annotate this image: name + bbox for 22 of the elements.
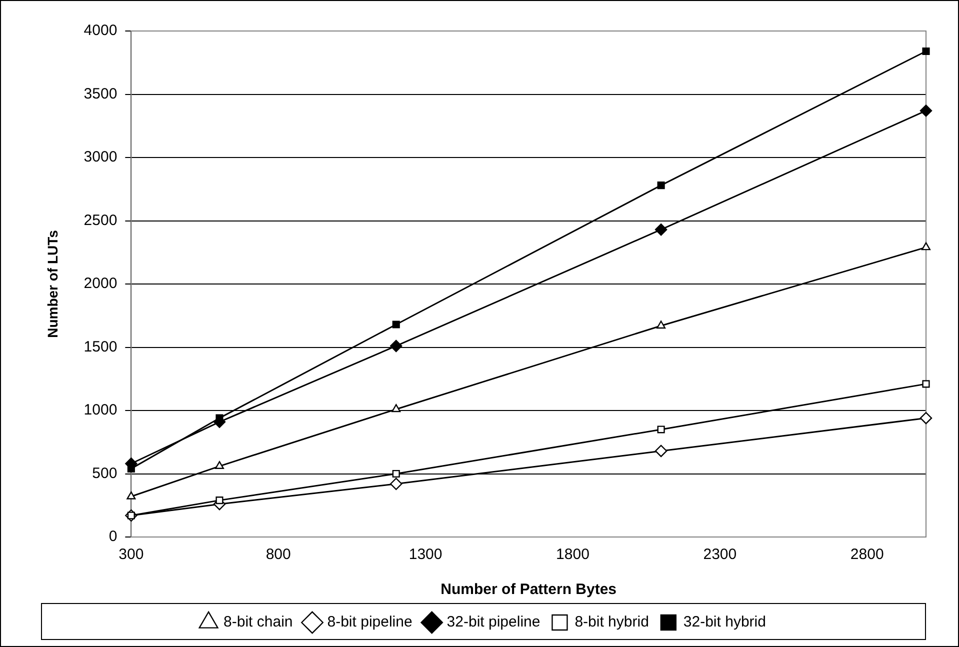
legend-label: 8-bit pipeline [327, 614, 412, 631]
y-tick-label: 1000 [84, 402, 118, 419]
x-tick-label: 300 [118, 546, 144, 564]
y-tick-label: 1500 [84, 338, 118, 356]
y-tick-label: 500 [92, 464, 118, 482]
legend-label: 32-bit pipeline [446, 614, 540, 631]
x-axis-title: Number of Pattern Bytes [440, 581, 617, 598]
legend-label: 8-bit hybrid [574, 614, 649, 631]
y-tick-label: 3000 [84, 148, 118, 166]
x-tick-label: 2300 [703, 546, 737, 564]
x-tick-label: 800 [266, 546, 291, 564]
y-tick-label: 4000 [84, 22, 118, 40]
y-tick-label: 0 [108, 528, 118, 546]
y-axis-title: Number of LUTs [44, 230, 60, 338]
y-tick-label: 3500 [84, 85, 118, 102]
y-tick-label: 2500 [84, 212, 118, 229]
x-tick-label: 1300 [408, 546, 442, 564]
x-tick-label: 1800 [556, 546, 590, 564]
y-tick-label: 2000 [84, 275, 118, 292]
legend-label: 32-bit hybrid [683, 614, 766, 631]
x-tick-label: 2800 [850, 546, 884, 564]
legend-label: 8-bit chain [224, 614, 293, 631]
